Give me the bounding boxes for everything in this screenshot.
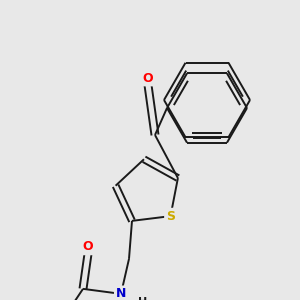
Text: O: O: [83, 240, 93, 254]
Text: N: N: [116, 287, 126, 300]
Text: H: H: [138, 297, 148, 300]
Text: S: S: [166, 210, 175, 223]
Text: O: O: [143, 71, 153, 85]
